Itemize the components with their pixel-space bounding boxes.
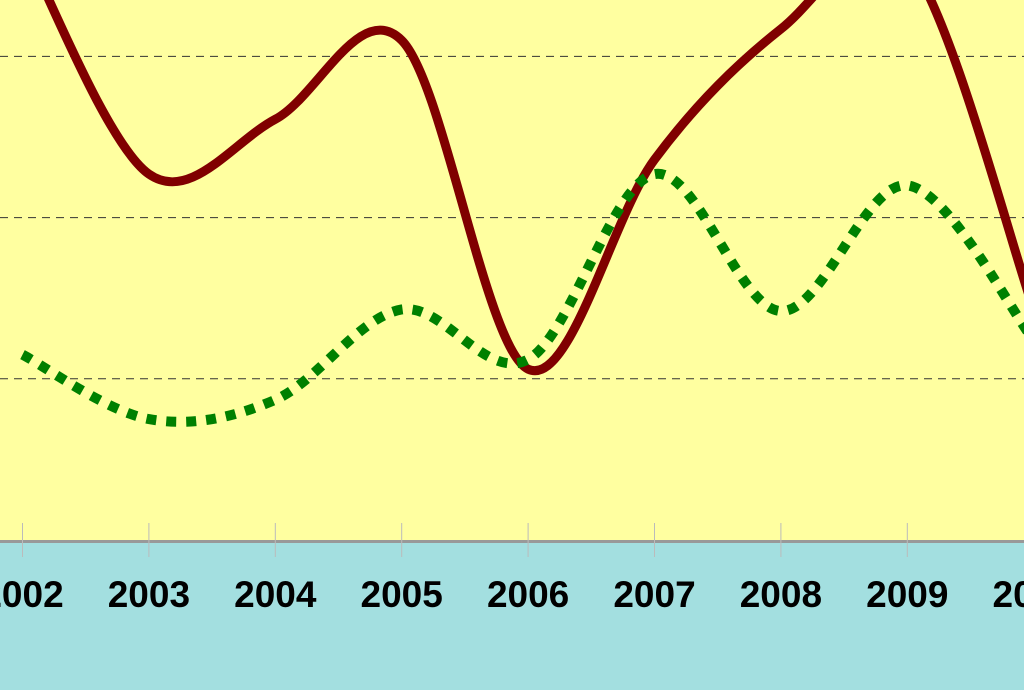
x-tick-label: 2004 — [234, 574, 317, 615]
axis-band — [0, 540, 1024, 690]
x-tick-label: 2008 — [740, 574, 822, 615]
grid — [0, 55, 1024, 380]
series-line — [44, 0, 1024, 376]
x-tick-label: 2009 — [866, 574, 948, 615]
x-tick-label: 2007 — [613, 574, 695, 615]
series-line — [20, 169, 1024, 427]
x-tick-label: 2010 — [993, 574, 1024, 615]
x-tick-label: 2005 — [361, 574, 443, 615]
x-tick-label: 2003 — [108, 574, 190, 615]
lines — [20, 0, 1024, 427]
x-tick-label: 2006 — [487, 574, 569, 615]
plot-area — [0, 0, 1024, 540]
x-axis: 2002 2003 2004 2005 2006 2007 2008 2009 2010 — [0, 523, 1024, 615]
x-tick-label: 2002 — [0, 574, 64, 615]
